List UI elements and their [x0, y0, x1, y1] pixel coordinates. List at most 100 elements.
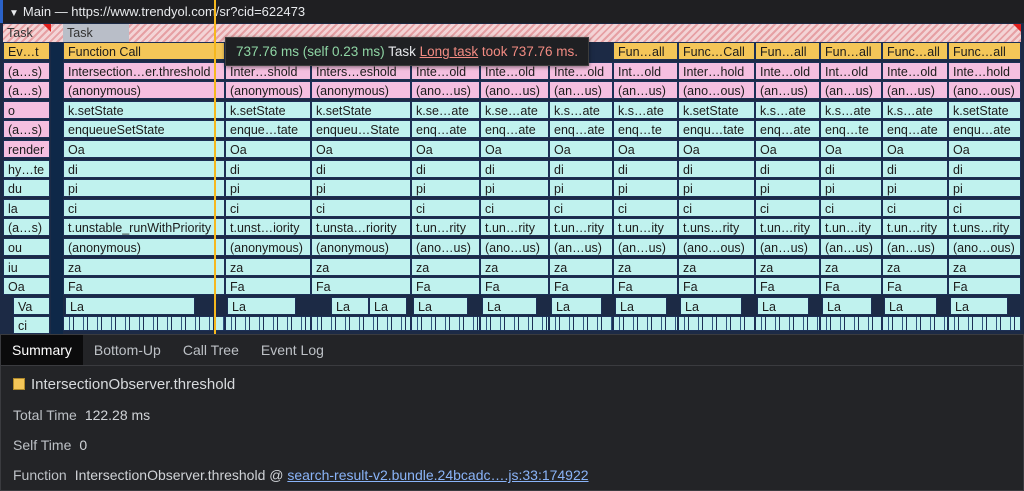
flame-entry[interactable]: za [411, 257, 480, 276]
flame-entry[interactable]: La [615, 296, 667, 315]
flame-entry[interactable]: (an…us) [613, 238, 678, 256]
flame-entry[interactable]: hy…te [3, 159, 50, 178]
tab-bottom-up[interactable]: Bottom-Up [93, 342, 161, 358]
flame-entry[interactable]: k.s…ate [820, 100, 882, 119]
flame-entry[interactable]: di [225, 159, 311, 178]
flame-subcalls[interactable] [678, 316, 755, 332]
flame-entry[interactable]: di [755, 159, 820, 178]
flame-entry[interactable]: (ano…ous) [948, 81, 1021, 100]
flame-entry[interactable]: t.un…rity [549, 218, 613, 237]
flame-entry[interactable]: La [65, 296, 195, 315]
flame-entry[interactable]: pi [311, 179, 411, 198]
flame-entry[interactable]: Oa [678, 140, 755, 158]
collapse-triangle-icon[interactable]: ▼ [9, 8, 19, 19]
flame-entry[interactable]: ci [480, 198, 549, 217]
flame-entry[interactable]: enqueueSetState [63, 120, 225, 139]
flame-entry[interactable]: di [411, 159, 480, 178]
flame-entry[interactable]: pi [480, 179, 549, 198]
flame-entry[interactable]: (ano…ous) [948, 238, 1021, 256]
flame-entry[interactable]: za [549, 257, 613, 276]
flame-entry[interactable]: ci [225, 198, 311, 217]
flame-entry[interactable]: (an…us) [882, 238, 948, 256]
flame-entry[interactable]: Oa [882, 140, 948, 158]
flame-entry[interactable]: Inte…old [882, 61, 948, 80]
flame-entry[interactable]: Inte…old [549, 61, 613, 80]
flame-entry[interactable]: Inter…hold [678, 61, 755, 80]
flame-entry[interactable]: enq…ate [882, 120, 948, 139]
flame-subcalls[interactable] [411, 316, 480, 332]
flame-entry[interactable]: di [480, 159, 549, 178]
flame-entry[interactable]: (an…us) [549, 81, 613, 100]
flame-entry[interactable]: Inters…eshold [311, 61, 411, 80]
flame-entry[interactable]: k.setState [63, 100, 225, 119]
flame-entry[interactable]: (an…us) [755, 81, 820, 100]
flame-entry[interactable]: (an…us) [820, 81, 882, 100]
function-call-entry[interactable]: Func…Call [678, 42, 755, 60]
flame-entry[interactable]: pi [755, 179, 820, 198]
flame-subcalls[interactable] [882, 316, 948, 332]
flame-entry[interactable]: pi [549, 179, 613, 198]
flame-entry[interactable]: ci [882, 198, 948, 217]
flame-entry[interactable]: (ano…us) [411, 81, 480, 100]
flame-entry[interactable]: Inter…shold [225, 61, 311, 80]
flame-entry[interactable]: (anonymous) [225, 238, 311, 256]
flame-entry[interactable]: Oa [63, 140, 225, 158]
flame-entry[interactable]: k.s…ate [613, 100, 678, 119]
flame-entry[interactable]: di [882, 159, 948, 178]
flame-entry[interactable]: enq…te [820, 120, 882, 139]
flame-entry[interactable]: za [225, 257, 311, 276]
flame-entry[interactable]: enq…ate [480, 120, 549, 139]
flame-entry[interactable]: Ev…t [3, 42, 50, 60]
flame-entry[interactable]: o [3, 100, 50, 119]
function-call-entry[interactable]: Func…all [882, 42, 948, 60]
flame-entry[interactable]: (an…us) [549, 238, 613, 256]
flame-entry[interactable]: di [820, 159, 882, 178]
flame-entry[interactable]: k.s…ate [755, 100, 820, 119]
flame-entry[interactable]: t.un…rity [480, 218, 549, 237]
flame-entry[interactable]: (an…us) [882, 81, 948, 100]
flame-entry[interactable]: za [63, 257, 225, 276]
flame-entry[interactable]: t.unst…iority [225, 218, 311, 237]
flame-entry[interactable]: La [950, 296, 1009, 315]
flame-entry[interactable]: k.setState [225, 100, 311, 119]
task-block[interactable]: Task [63, 24, 129, 42]
flame-subcalls[interactable] [755, 316, 820, 332]
flame-entry[interactable]: t.unstable_runWithPriority [63, 218, 225, 237]
flame-entry[interactable]: enque…tate [225, 120, 311, 139]
track-header[interactable]: ▼ Main — https://www.trendyol.com/sr?cid=… [0, 0, 1024, 23]
flame-entry[interactable]: La [227, 296, 296, 315]
flame-entry[interactable]: Oa [480, 140, 549, 158]
flame-subcalls[interactable] [549, 316, 613, 332]
flame-entry[interactable]: ci [549, 198, 613, 217]
flame-entry[interactable]: ci [311, 198, 411, 217]
flame-entry[interactable]: Fa [225, 277, 311, 296]
flame-entry[interactable]: ci [63, 198, 225, 217]
flame-entry[interactable]: Fa [63, 277, 225, 296]
flame-entry[interactable]: iu [3, 257, 50, 276]
flame-entry[interactable]: Fa [755, 277, 820, 296]
flame-entry[interactable]: k.setState [948, 100, 1021, 119]
flame-entry[interactable]: t.un…rity [411, 218, 480, 237]
flame-subcalls[interactable] [311, 316, 411, 332]
tab-event-log[interactable]: Event Log [260, 342, 324, 358]
flame-entry[interactable]: Oa [613, 140, 678, 158]
flame-entry[interactable]: di [549, 159, 613, 178]
flame-entry[interactable]: Fa [613, 277, 678, 296]
flame-entry[interactable]: za [755, 257, 820, 276]
flame-entry[interactable]: (anonymous) [311, 238, 411, 256]
flame-entry[interactable]: enqu…ate [948, 120, 1021, 139]
tab-call-tree[interactable]: Call Tree [182, 342, 239, 358]
flame-entry[interactable]: (ano…ous) [678, 81, 755, 100]
flame-entry[interactable]: Inte…old [755, 61, 820, 80]
flame-entry[interactable]: Oa [411, 140, 480, 158]
flame-entry[interactable]: (anonymous) [225, 81, 311, 100]
flame-subcalls[interactable] [63, 316, 225, 332]
flame-entry[interactable]: La [757, 296, 809, 315]
tab-summary[interactable]: Summary [1, 335, 83, 365]
flame-entry[interactable]: Oa [225, 140, 311, 158]
flame-entry[interactable]: enqueu…State [311, 120, 411, 139]
flame-entry[interactable]: pi [411, 179, 480, 198]
flame-entry[interactable]: di [948, 159, 1021, 178]
flame-entry[interactable]: La [331, 296, 369, 315]
flame-entry[interactable]: (ano…ous) [678, 238, 755, 256]
